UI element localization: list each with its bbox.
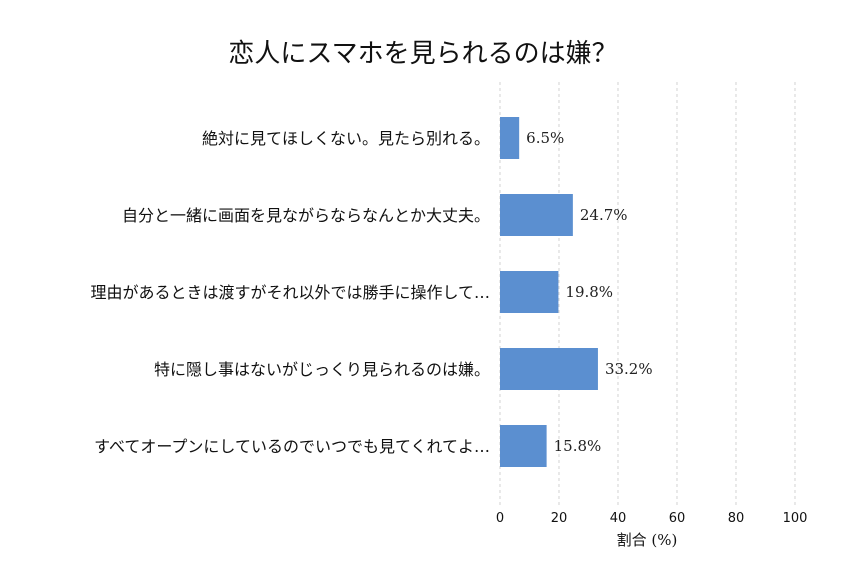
category-label: すべてオープンにしているのでいつでも見てくれてよ… xyxy=(94,437,490,456)
bars xyxy=(500,117,598,467)
bar xyxy=(500,194,573,236)
value-label: 24.7% xyxy=(580,206,628,224)
category-label: 特に隠し事はないがじっくり見られるのは嫌。 xyxy=(154,360,490,379)
bar xyxy=(500,117,520,159)
chart-title: 恋人にスマホを見られるのは嫌？ xyxy=(228,39,617,69)
x-tick-label: 0 xyxy=(496,511,504,526)
category-label: 理由があるときは渡すがそれ以外では勝手に操作して… xyxy=(90,283,490,302)
x-tick-label: 100 xyxy=(783,511,808,526)
x-axis-label: 割合 (%) xyxy=(617,531,678,549)
x-axis-ticks: 0 20 40 60 80 100 xyxy=(496,511,808,526)
x-tick-label: 60 xyxy=(669,511,686,526)
value-label: 33.2% xyxy=(605,360,653,378)
bar xyxy=(500,425,547,467)
bar xyxy=(500,271,559,313)
value-label: 19.8% xyxy=(565,283,613,301)
value-labels: 6.5% 24.7% 19.8% 33.2% 15.8% xyxy=(526,129,652,455)
x-tick-label: 80 xyxy=(728,511,745,526)
bar xyxy=(500,348,598,390)
category-label: 絶対に見てほしくない。見たら別れる。 xyxy=(202,129,490,148)
category-label: 自分と一緒に画面を見ながらならなんとか大丈夫。 xyxy=(122,206,490,225)
value-label: 6.5% xyxy=(526,129,564,147)
x-tick-label: 40 xyxy=(610,511,627,526)
value-label: 15.8% xyxy=(554,437,602,455)
x-tick-label: 20 xyxy=(551,511,568,526)
category-labels: 絶対に見てほしくない。見たら別れる。自分と一緒に画面を見ながらならなんとか大丈夫… xyxy=(90,129,490,456)
